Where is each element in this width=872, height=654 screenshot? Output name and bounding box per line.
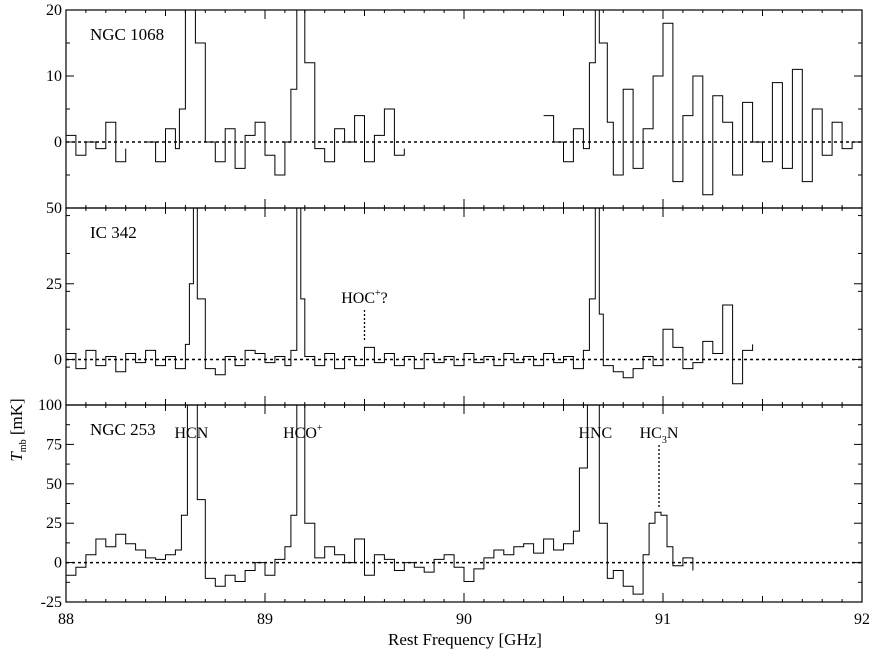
line-label: HOC+? [341, 288, 388, 307]
line-label-sup: + [317, 423, 323, 434]
y-tick-label: 10 [46, 68, 62, 85]
panels-group: 0 10 20 NGC 1068 0 25 50 IC 342 -25 0 25 50 75 100 NGC… [38, 2, 870, 628]
panel-source-label: NGC 253 [90, 420, 156, 439]
line-label: HNC [578, 425, 612, 442]
spectrum-line-2-0 [66, 405, 694, 595]
y-tick-label: 0 [54, 555, 62, 572]
line-label: HCO+ [283, 423, 323, 442]
y-axis-title: Tmb [mK] [7, 398, 29, 461]
x-tick-label: 91 [655, 611, 671, 628]
spectrum-line-0-1 [145, 10, 405, 176]
line-label-main: HNC [578, 425, 612, 442]
line-label-main: HCN [174, 425, 208, 442]
y-tick-label: 25 [46, 276, 62, 293]
y-axis-title-unit: [mK] [7, 398, 26, 439]
line-label-main: HCO [283, 425, 317, 442]
line-label-sub: 3 [662, 435, 667, 446]
x-tick-label: 88 [58, 611, 74, 628]
line-label-main: HC [640, 425, 662, 442]
y-axis-title-sub: mb [18, 439, 29, 452]
line-label: HCN [174, 425, 208, 442]
spectrum-line-0-0 [66, 121, 127, 163]
y-tick-label: 20 [46, 2, 62, 19]
y-tick-label: 0 [54, 134, 62, 151]
line-label-suffix: N [667, 425, 679, 442]
y-tick-label: 100 [38, 397, 62, 414]
y-axis-title-main: T [7, 451, 26, 462]
panel-source-label: NGC 1068 [90, 25, 164, 44]
y-tick-label: 50 [46, 200, 62, 217]
line-label-sup: + [375, 288, 381, 299]
y-tick-label: 75 [46, 436, 62, 453]
line-label: HC3N [640, 425, 679, 446]
x-tick-label: 89 [257, 611, 273, 628]
line-label-suffix: ? [381, 290, 388, 307]
panel-source-label: IC 342 [90, 223, 137, 242]
x-axis-title: Rest Frequency [GHz] [388, 630, 542, 649]
x-tick-label: 92 [854, 611, 870, 628]
x-tick-label: 90 [456, 611, 472, 628]
spectrum-line-0-2 [543, 10, 862, 196]
y-tick-label: 25 [46, 515, 62, 532]
y-tick-label: -25 [41, 594, 62, 611]
y-tick-label: 0 [54, 352, 62, 369]
y-tick-label: 50 [46, 476, 62, 493]
line-label-main: HOC [341, 290, 375, 307]
spectrum-line-1-0 [66, 208, 754, 385]
